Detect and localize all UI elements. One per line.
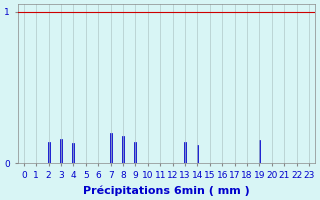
Bar: [110, 133, 112, 163]
X-axis label: Précipitations 6min ( mm ): Précipitations 6min ( mm ): [83, 185, 250, 196]
Bar: [184, 142, 186, 163]
Bar: [48, 142, 50, 163]
Bar: [122, 136, 124, 163]
Bar: [196, 145, 198, 163]
Bar: [72, 143, 74, 163]
Bar: [60, 139, 62, 163]
Bar: [134, 142, 136, 163]
Bar: [259, 140, 260, 163]
